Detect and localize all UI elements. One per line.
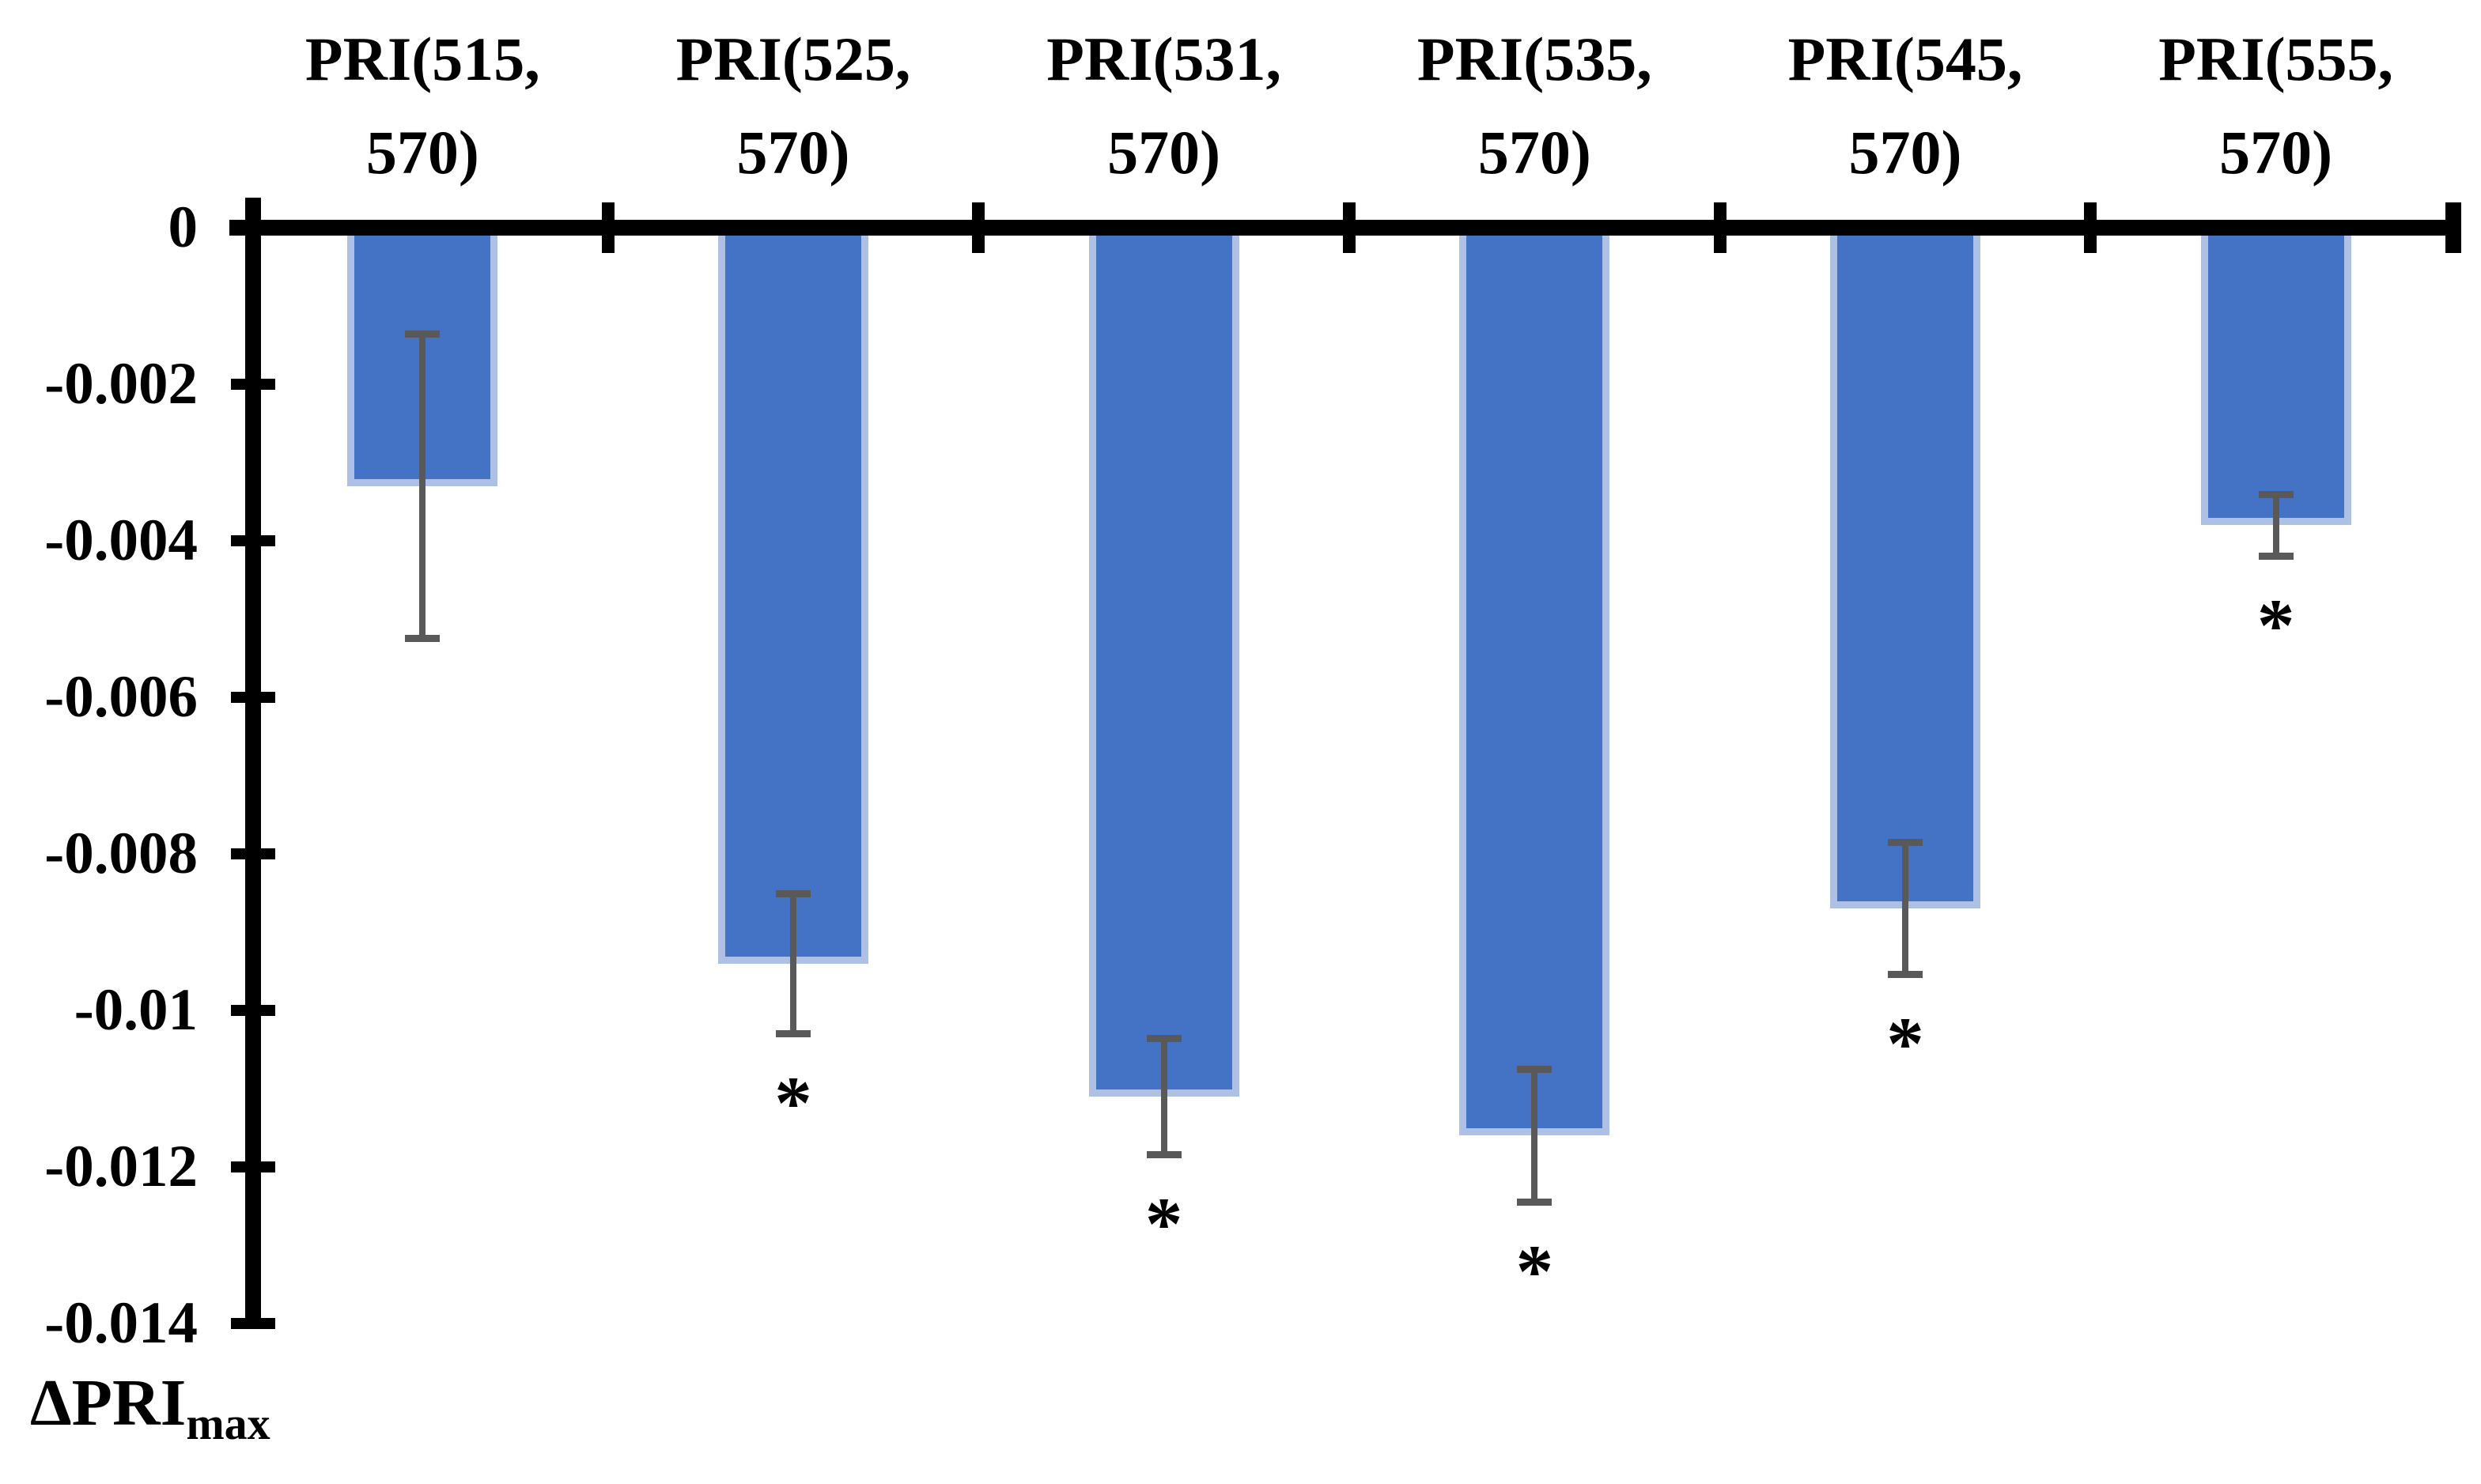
error-bar-cap-top (1888, 839, 1923, 847)
error-bar-line (419, 333, 426, 639)
category-label: PRI(535, 570) (1349, 13, 1720, 199)
error-bar-line (1160, 1037, 1167, 1156)
error-bar-cap-bottom (1888, 971, 1923, 979)
significance-star: * (1144, 1182, 1183, 1267)
y-tick-label: -0.008 (44, 821, 198, 886)
category-label: PRI(545, 570) (1720, 13, 2091, 199)
error-bar-cap-bottom (1146, 1151, 1182, 1159)
error-bar-line (1902, 842, 1908, 976)
y-axis-title-subscript: max (186, 1398, 270, 1449)
error-bar-cap-top (1146, 1034, 1182, 1042)
significance-star: * (1515, 1229, 1554, 1313)
y-tick-label: 0 (168, 194, 199, 260)
error-bar-cap-top (405, 330, 441, 338)
error-bar-line (2272, 493, 2279, 557)
category-label-line2: 570) (2219, 118, 2333, 187)
category-label-line1: PRI(545, (1787, 25, 2023, 93)
x-axis-tick (601, 202, 615, 253)
error-bar-cap-top (1517, 1066, 1553, 1074)
y-tick-label: -0.006 (44, 664, 198, 730)
category-label-line1: PRI(531, (1046, 25, 1282, 93)
significance-star: * (1886, 1002, 1924, 1086)
bar (1830, 236, 1980, 909)
category-label-line1: PRI(555, (2158, 25, 2394, 93)
bar (2200, 236, 2351, 526)
category-label: PRI(555, 570) (2090, 13, 2461, 199)
category-label: PRI(531, 570) (978, 13, 1349, 199)
y-axis-title: ΔPRImax (30, 1365, 270, 1450)
y-axis-tick (231, 692, 275, 703)
x-axis-tick (1713, 202, 1726, 253)
significance-star: * (2256, 583, 2295, 667)
y-axis-tick (231, 379, 275, 390)
category-label-line1: PRI(515, (304, 25, 540, 93)
error-bar-cap-top (776, 889, 811, 897)
error-bar-cap-bottom (776, 1029, 811, 1037)
category-label-line2: 570) (736, 118, 850, 187)
y-axis-tick (231, 848, 275, 859)
y-tick-label: -0.012 (44, 1134, 198, 1199)
category-label: PRI(525, 570) (608, 13, 979, 199)
y-axis-tick (231, 535, 275, 546)
y-tick-label: -0.01 (74, 977, 198, 1043)
x-axis-tick (2084, 202, 2097, 253)
category-label-line2: 570) (1107, 118, 1221, 187)
y-axis-line (245, 198, 261, 1328)
category-label-line1: PRI(525, (675, 25, 911, 93)
error-bar-line (1531, 1069, 1538, 1203)
category-label-line1: PRI(535, (1416, 25, 1652, 93)
error-bar-cap-bottom (1517, 1198, 1553, 1206)
y-tick-label: -0.004 (44, 508, 198, 573)
category-label-line2: 570) (1848, 118, 1962, 187)
y-axis-tick (231, 1318, 275, 1329)
x-axis-tick (972, 202, 985, 253)
error-bar-cap-bottom (405, 634, 441, 642)
y-axis-tick (231, 1161, 275, 1172)
y-tick-label: -0.014 (44, 1290, 198, 1356)
category-label: PRI(515, 570) (237, 13, 608, 199)
error-bar-cap-bottom (2258, 552, 2294, 560)
bar (1088, 236, 1239, 1097)
significance-star: * (774, 1060, 812, 1145)
x-axis-tick (1343, 202, 1356, 253)
y-axis-tick (231, 1005, 275, 1016)
y-axis-title-main: ΔPRI (30, 1366, 187, 1440)
category-label-line2: 570) (365, 118, 479, 187)
category-label-line2: 570) (1477, 118, 1591, 187)
error-bar-cap-top (2258, 490, 2294, 498)
x-axis-end-tick (2445, 202, 2461, 253)
bar (718, 236, 868, 964)
bar (1459, 236, 1610, 1136)
error-bar-line (790, 893, 796, 1034)
y-tick-label: -0.002 (44, 351, 198, 417)
